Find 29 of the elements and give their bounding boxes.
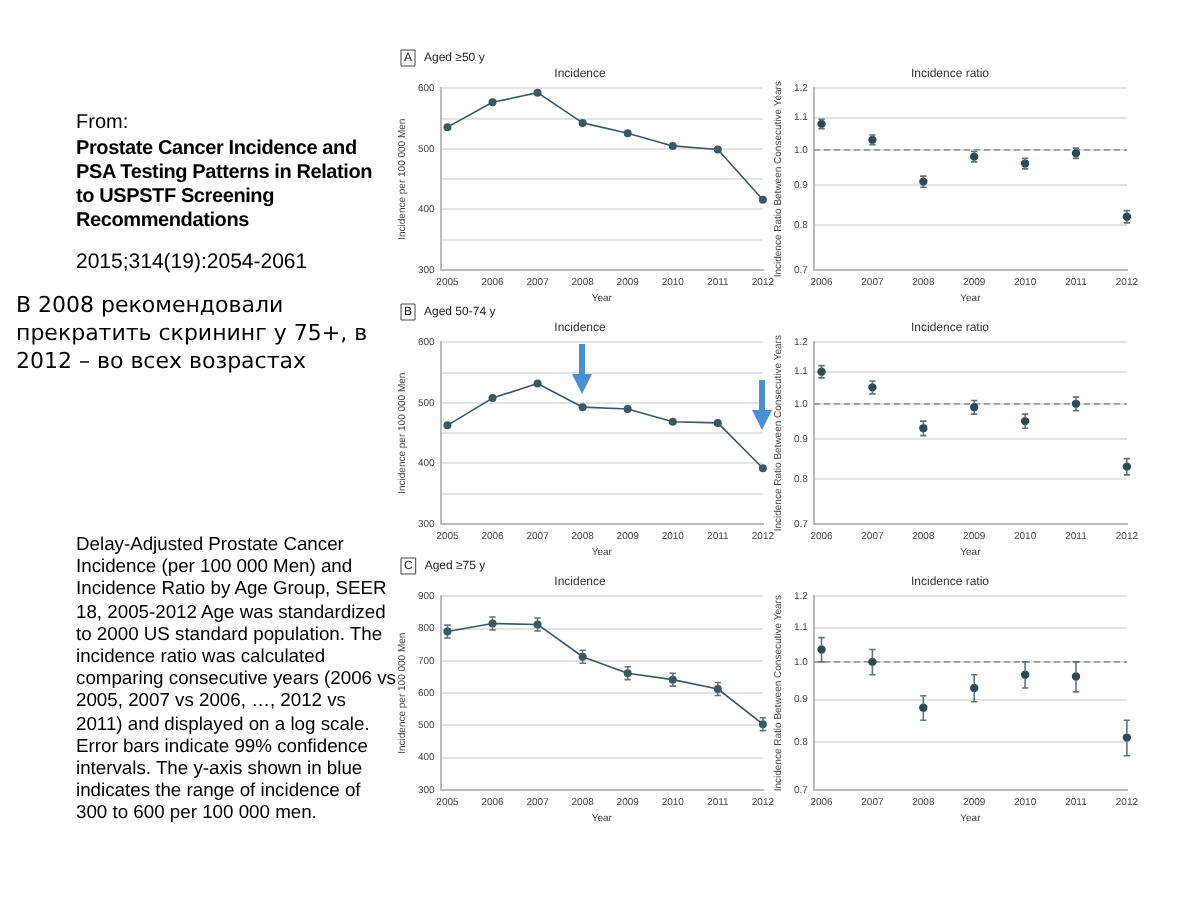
point xyxy=(1122,733,1132,742)
text: 2015;314(19):2054-2061 xyxy=(76,250,310,274)
point xyxy=(533,379,542,388)
text: Prostate Cancer Incidence and PSA Testing Patterns in Relation to USPSTF Screening Recommendations xyxy=(76,138,375,234)
point xyxy=(533,88,542,97)
point xyxy=(443,123,452,132)
point xyxy=(1122,462,1132,471)
point xyxy=(488,394,497,403)
point xyxy=(623,404,632,413)
point xyxy=(623,129,632,138)
point xyxy=(919,703,928,712)
text: Delay-Adjusted Prostate Cancer Incidence (per 100 000 Men) and Incidence Ratio by Age Group, SEER 18, 2005-2012 Age was standardized to 2000 US standard population. The incidence ratio was calculated comparing consecutive years (2006 vs 2005, 2007 vs 2006, …, 2012 vs 2011) and displayed on a log scale. Error bars indicate 99% confidence intervals. The y-axis shown in blue indicates the range of incidence of 300 to 600 per 100 000 men. xyxy=(76,532,396,823)
point xyxy=(1071,672,1081,681)
text: From: xyxy=(76,112,129,136)
point xyxy=(443,421,452,430)
point xyxy=(1020,670,1030,679)
point xyxy=(868,657,877,667)
point xyxy=(713,145,722,154)
point xyxy=(758,464,767,473)
point xyxy=(668,141,677,150)
point xyxy=(488,98,497,107)
point xyxy=(758,195,767,204)
point xyxy=(970,683,979,693)
point xyxy=(713,418,722,427)
text: В 2008 рекомендовали прекратить скрининг у 75+, в 2012 – во всех возрастах xyxy=(16,292,370,376)
point xyxy=(578,118,587,127)
point xyxy=(668,417,677,426)
point xyxy=(817,645,826,654)
point xyxy=(578,403,587,412)
